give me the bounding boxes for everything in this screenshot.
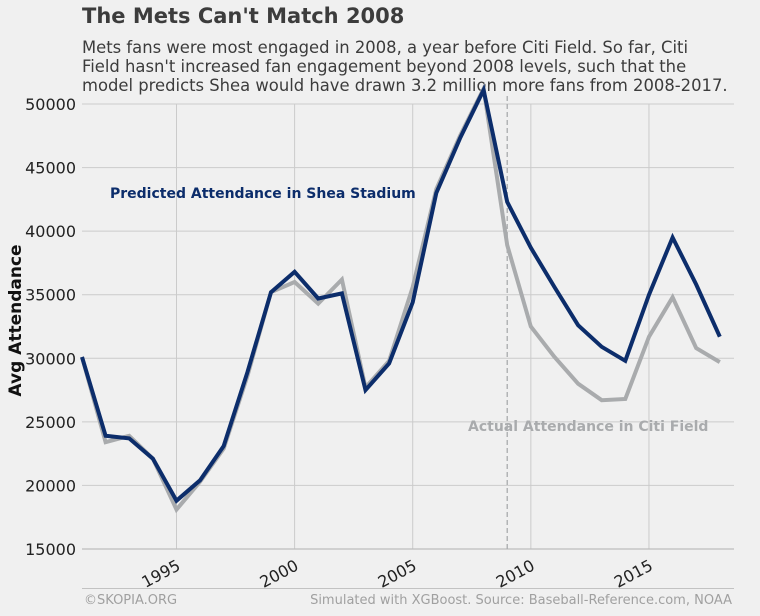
chart-title: The Mets Can't Match 2008 [82, 4, 405, 28]
x-tick-label: 1995 [138, 556, 183, 592]
y-tick-label: 30000 [25, 349, 76, 368]
x-tick-label: 2005 [375, 556, 420, 592]
subtitle-line: Field hasn't increased fan engagement be… [82, 57, 687, 76]
x-tick-label: 2015 [611, 556, 656, 592]
y-tick-label: 50000 [25, 95, 76, 114]
chart-subtitle: Mets fans were most engaged in 2008, a y… [82, 38, 758, 95]
actual-attendance-line [80, 82, 721, 514]
footer-divider [82, 588, 734, 589]
y-axis-label: Avg Attendance [6, 244, 26, 396]
predicted-attendance-line [80, 83, 722, 504]
subtitle-line: Mets fans were most engaged in 2008, a y… [82, 38, 689, 57]
y-tick-label: 35000 [25, 286, 76, 305]
predicted-series-annotation: Predicted Attendance in Shea Stadium [110, 186, 416, 202]
y-tick-label: 40000 [25, 222, 76, 241]
y-tick-label: 25000 [25, 413, 76, 432]
y-tick-label: 20000 [25, 476, 76, 495]
x-tick-label: 2010 [493, 556, 538, 592]
y-tick-label: 45000 [25, 159, 76, 178]
footer-source: Simulated with XGBoost. Source: Baseball… [310, 593, 732, 608]
actual-series-annotation: Actual Attendance in Citi Field [468, 419, 708, 435]
x-tick-label: 2000 [257, 556, 302, 592]
footer-credit: ©SKOPIA.ORG [84, 593, 178, 608]
y-tick-label: 15000 [25, 540, 76, 559]
subtitle-line: model predicts Shea would have drawn 3.2… [82, 76, 728, 95]
